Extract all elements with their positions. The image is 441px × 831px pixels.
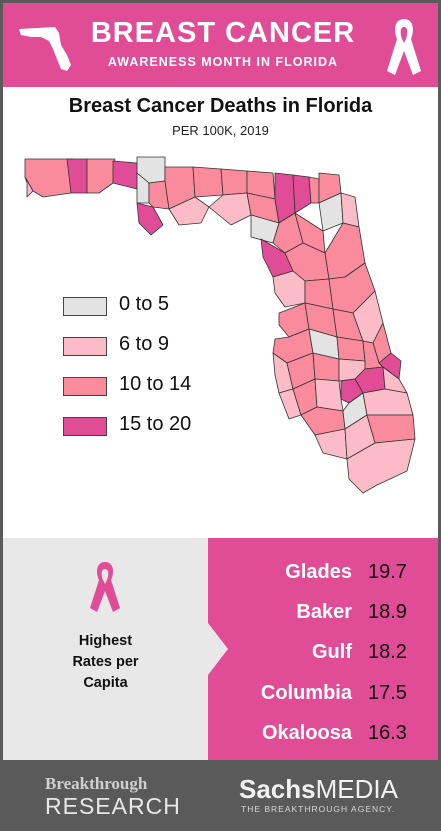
county-region [168, 196, 210, 226]
legend-item: 10 to 14 [63, 371, 283, 411]
county-region [308, 176, 320, 204]
county-region [346, 438, 416, 494]
legend-item: 6 to 9 [63, 331, 283, 371]
florida-county-map [24, 156, 416, 494]
florida-outline-icon [19, 27, 71, 71]
map-legend: 0 to 5 6 to 9 10 to 14 15 to 20 [63, 291, 283, 451]
county-region [24, 176, 34, 198]
rate-row: Baker 18.9 [208, 601, 438, 631]
awareness-ribbon-icon [90, 562, 120, 612]
awareness-ribbon-icon [387, 19, 421, 75]
county-region [86, 158, 116, 194]
rate-value: 17.5 [368, 682, 407, 704]
legend-item: 15 to 20 [63, 411, 283, 451]
rate-row: Gulf 18.2 [208, 641, 438, 671]
panel-caption: Highest Rates per Capita [38, 631, 173, 694]
legend-label: 0 to 5 [119, 293, 170, 315]
rates-list-panel [208, 538, 438, 760]
county-region [208, 192, 252, 226]
county-name: Columbia [260, 682, 352, 704]
rate-row: Glades 19.7 [208, 561, 438, 591]
legend-swatch [63, 337, 107, 356]
legend-item: 0 to 5 [63, 291, 283, 331]
legend-swatch [63, 377, 107, 396]
rate-row: Okaloosa 16.3 [208, 722, 438, 752]
breakthrough-logo-line1: Breakthrough [45, 774, 148, 793]
sachs-media-logo: SachsMEDIA [239, 774, 398, 805]
header-title: BREAST CANCER [90, 17, 356, 49]
county-region [366, 414, 416, 444]
footer: Breakthrough RESEARCH SachsMEDIA THE BRE… [3, 760, 438, 828]
county-region [336, 336, 366, 362]
county-gulf [136, 202, 164, 236]
legend-label: 10 to 14 [119, 373, 192, 395]
highest-rates-panel [3, 538, 208, 760]
county-region [112, 160, 138, 190]
legend-swatch [63, 297, 107, 316]
county-region [136, 172, 150, 204]
county-region [148, 180, 170, 210]
sachs-logo-bold: Sachs [239, 774, 316, 804]
county-region [362, 388, 414, 416]
county-region [378, 352, 402, 380]
caption-line: Capita [83, 675, 128, 691]
county-name: Gulf [312, 641, 352, 663]
county-region [340, 192, 360, 228]
rate-value: 18.2 [368, 641, 407, 663]
breakthrough-logo-line2: RESEARCH [45, 793, 181, 819]
rate-value: 18.9 [368, 601, 407, 623]
legend-label: 15 to 20 [119, 413, 192, 435]
map-subtitle: PER 100K, 2019 [172, 123, 269, 138]
county-region [220, 168, 248, 196]
header-subtitle: AWARENESS MONTH IN FLORIDA [107, 55, 339, 69]
panel-pointer [208, 623, 228, 675]
header-banner: BREAST CANCER AWARENESS MONTH IN FLORIDA [3, 3, 438, 87]
media-logo-text: MEDIA [315, 774, 398, 804]
rate-value: 16.3 [368, 722, 407, 744]
caption-line: Highest [78, 633, 133, 649]
sachs-media-tagline: THE BREAKTHROUGH AGENCY. [241, 804, 396, 814]
county-name: Baker [296, 601, 352, 623]
county-name: Okaloosa [261, 722, 352, 744]
rate-value: 19.7 [368, 561, 407, 583]
map-title: Breast Cancer Deaths in Florida [68, 95, 373, 117]
legend-label: 6 to 9 [119, 333, 170, 355]
county-okaloosa [66, 158, 88, 194]
county-baker [292, 174, 312, 214]
legend-swatch [63, 417, 107, 436]
county-region [192, 166, 224, 198]
county-name: Glades [285, 561, 352, 583]
caption-line: Rates per [72, 654, 139, 670]
rate-row: Columbia 17.5 [208, 682, 438, 712]
county-region [314, 378, 344, 412]
